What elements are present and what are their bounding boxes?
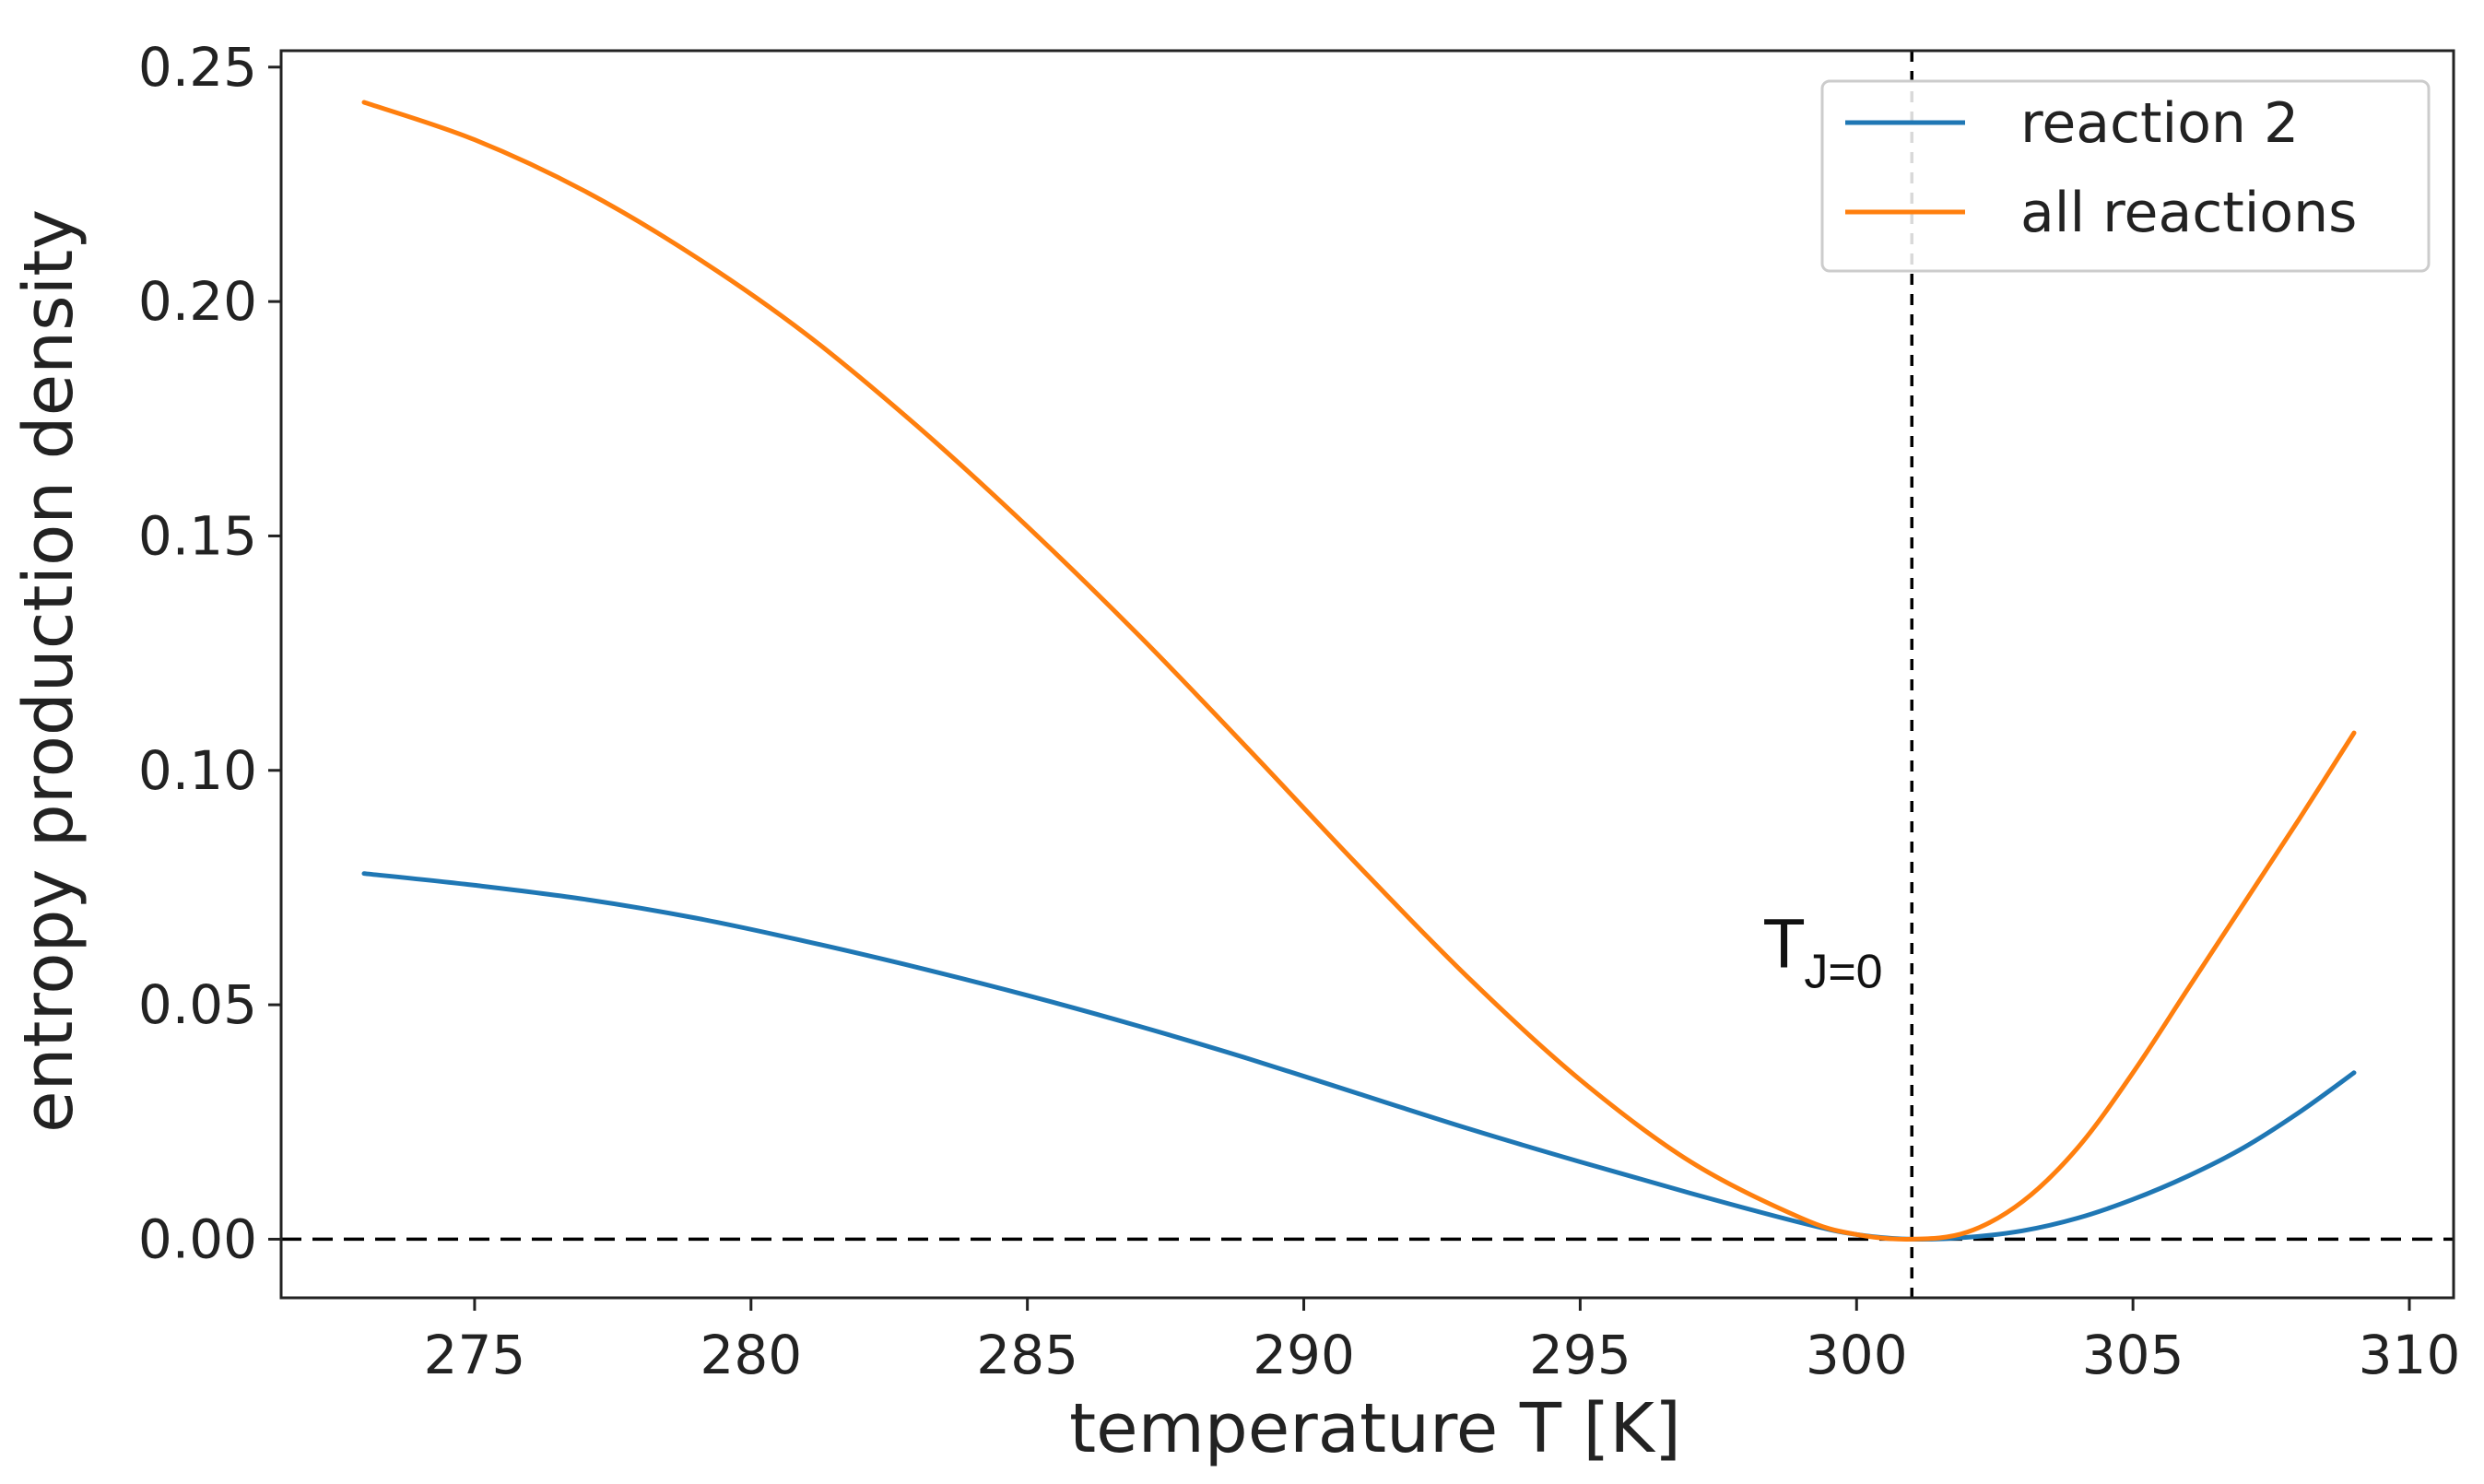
x-tick-label: 275 xyxy=(424,1324,526,1386)
x-axis-ticks: 275 280 285 290 295 300 305 310 xyxy=(424,1298,2461,1386)
x-tick-label: 305 xyxy=(2082,1324,2184,1386)
x-tick-label: 295 xyxy=(1529,1324,1631,1386)
annotation-subscript: J=0 xyxy=(1804,945,1882,998)
y-tick-label: 0.05 xyxy=(138,973,257,1036)
x-tick-label: 310 xyxy=(2359,1324,2461,1386)
y-tick-label: 0.20 xyxy=(138,270,257,333)
annotation-t-j0: T J=0 xyxy=(1762,904,1882,998)
y-axis-title: entropy production density xyxy=(9,209,88,1133)
y-tick-label: 0.10 xyxy=(138,739,257,802)
x-tick-label: 285 xyxy=(976,1324,1078,1386)
plot-frame xyxy=(279,49,2455,1300)
x-tick-label: 280 xyxy=(700,1324,802,1386)
series-line-reaction-2 xyxy=(361,871,2357,1243)
x-axis-title: temperature T [K] xyxy=(1069,1389,1681,1468)
x-tick-label: 300 xyxy=(1806,1324,1908,1386)
annotation-text: T xyxy=(1762,904,1805,983)
y-axis-ticks: 0.00 0.05 0.10 0.15 0.20 0.25 xyxy=(138,36,281,1270)
series-line-all-reactions xyxy=(361,100,2357,1242)
y-tick-label: 0.25 xyxy=(138,36,257,99)
y-tick-label: 0.15 xyxy=(138,504,257,567)
legend-label-all-reactions: all reactions xyxy=(2020,181,2357,245)
x-tick-label: 290 xyxy=(1253,1324,1355,1386)
legend-box xyxy=(1820,79,2431,273)
legend-label-reaction-2: reaction 2 xyxy=(2020,91,2299,156)
y-tick-label: 0.00 xyxy=(138,1207,257,1270)
legend: reaction 2 all reactions xyxy=(1820,79,2431,273)
series-lines xyxy=(361,100,2357,1243)
